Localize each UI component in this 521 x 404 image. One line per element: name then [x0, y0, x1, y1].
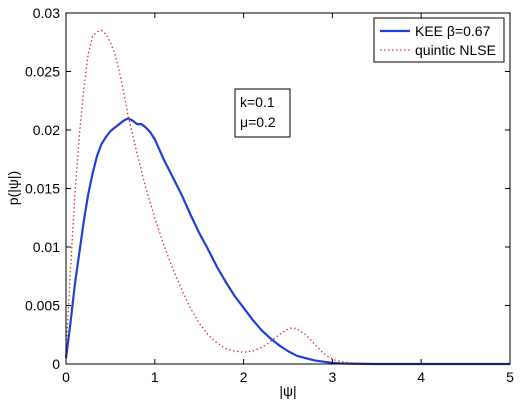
- plot-area-frame: [65, 12, 511, 365]
- x-tick-label-0: 0: [62, 369, 70, 385]
- ticks-layer: [65, 12, 511, 365]
- series-line-0: [64, 117, 510, 366]
- annotation-line-k: k=0.1: [240, 94, 275, 110]
- x-tick-label-5: 5: [506, 369, 514, 385]
- y-tick-label-5: 0.025: [25, 64, 60, 80]
- y-tick-label-4: 0.02: [33, 122, 60, 138]
- y-tick-label-2: 0.01: [33, 239, 60, 255]
- legend-box: [373, 17, 505, 63]
- tick-labels-layer: 0 1 2 3 4 5 0 0.005 0.01 0.015 0.02 0.025 0.03: [25, 5, 514, 385]
- annotation-line-mu: μ=0.2: [240, 114, 276, 130]
- legend: KEE β=0.67 quintic NLSE: [373, 17, 505, 63]
- legend-label-nlse: quintic NLSE: [415, 42, 496, 58]
- x-tick-label-3: 3: [329, 369, 337, 385]
- series-layer: [64, 29, 510, 366]
- y-tick-label-0: 0: [52, 356, 60, 372]
- x-tick-label-2: 2: [240, 369, 248, 385]
- y-tick-label-1: 0.005: [25, 298, 60, 314]
- x-tick-label-4: 4: [417, 369, 425, 385]
- series-line-1: [65, 29, 510, 365]
- y-tick-label-3: 0.015: [25, 181, 60, 197]
- x-axis-label: |ψ|: [279, 383, 296, 399]
- annotation-box: [234, 88, 291, 138]
- legend-label-kee: KEE β=0.67: [415, 23, 491, 39]
- parameter-annotation: k=0.1 μ=0.2: [234, 88, 291, 138]
- y-axis-label: p(|ψ|): [5, 171, 21, 205]
- x-tick-label-1: 1: [151, 369, 159, 385]
- y-tick-label-6: 0.03: [33, 5, 60, 21]
